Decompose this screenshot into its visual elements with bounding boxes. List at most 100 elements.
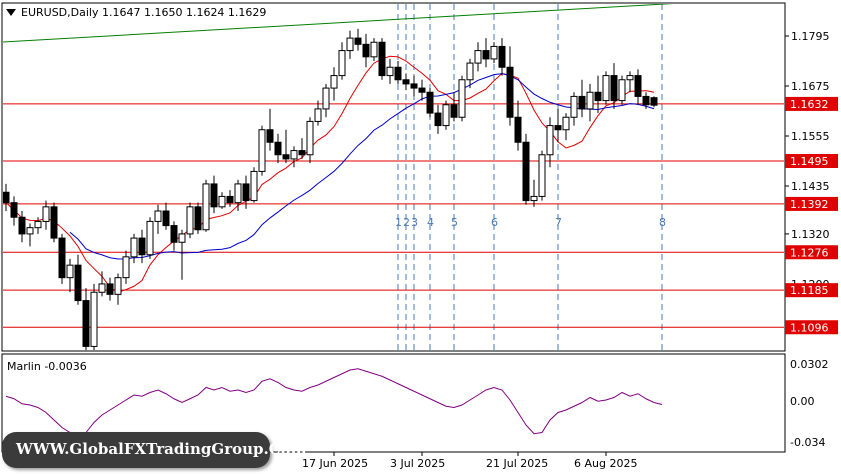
bear-candle <box>138 237 146 256</box>
bear-candle <box>282 154 290 160</box>
bear-candle <box>610 75 618 102</box>
bear-candle <box>514 116 522 143</box>
bull-candle <box>250 170 258 202</box>
bull-candle <box>346 37 354 52</box>
ma-slow-line <box>69 73 655 260</box>
price-axis-label: 1.1435 <box>791 180 830 193</box>
date-axis: 17 Jun 2025 3 Jul 2025 21 Jul 2025 6 Aug 20… <box>302 452 637 470</box>
bear-candle <box>274 141 282 156</box>
level-badge-text: 1.1392 <box>790 198 829 211</box>
level-badge <box>785 320 838 335</box>
vertical-marker-label: 5 <box>451 216 458 229</box>
oscillator-line <box>5 368 663 436</box>
bull-candle <box>186 206 194 235</box>
vertical-marker-label: 8 <box>659 216 666 229</box>
vertical-marker-label: 6 <box>491 216 498 229</box>
price-axis-label: 1.1320 <box>791 228 830 241</box>
bull-candle <box>618 79 626 102</box>
level-badge <box>785 245 838 260</box>
bull-candle <box>546 125 554 156</box>
osc-axis-mid: 0.00 <box>790 395 815 408</box>
bull-candle <box>306 120 314 156</box>
bear-candle <box>170 225 178 243</box>
bear-candle <box>594 91 602 102</box>
triangle-down-icon[interactable] <box>6 9 16 16</box>
level-badges: 1.1632 1.1495 1.1392 1.1276 1.1185 1.1096 <box>785 96 838 335</box>
main-plot-frame <box>1 2 786 352</box>
bear-candle <box>3 191 10 204</box>
bear-candle <box>482 50 490 60</box>
bull-candle <box>330 75 338 89</box>
level-badge <box>785 154 838 168</box>
bull-candle <box>338 50 346 77</box>
date-label: 6 Aug 2025 <box>574 457 637 470</box>
price-axis-label: 1.1555 <box>791 130 830 143</box>
bull-candle <box>202 183 210 231</box>
bull-candle <box>178 233 186 243</box>
bear-candle <box>554 125 562 131</box>
bull-candle <box>130 237 138 258</box>
bear-candle <box>242 183 250 202</box>
vertical-marker-label: 4 <box>427 216 434 229</box>
bear-candle <box>578 95 586 110</box>
bear-candle <box>498 45 506 68</box>
bear-candle <box>450 104 458 118</box>
bull-candle <box>490 45 498 60</box>
bear-candle <box>226 195 234 204</box>
date-label: 21 Jul 2025 <box>486 457 548 470</box>
bear-candle <box>18 216 26 235</box>
level-badge <box>785 96 838 111</box>
bear-candle <box>650 97 658 106</box>
bull-candle <box>90 291 98 347</box>
bear-candle <box>642 95 650 106</box>
bear-candle <box>58 237 66 279</box>
symbol-header: EURUSD,Daily 1.1647 1.1650 1.1624 1.1629 <box>21 6 266 19</box>
bull-candle <box>34 220 42 229</box>
bull-candle <box>290 150 298 160</box>
bear-candle <box>354 37 362 45</box>
bull-candle <box>322 87 330 110</box>
bear-candle <box>10 202 18 218</box>
price-axis-label: 1.1795 <box>791 30 830 43</box>
trend-line <box>3 4 674 43</box>
bull-candle <box>370 41 378 58</box>
bull-candle <box>234 183 242 204</box>
bear-candle <box>74 264 82 302</box>
bull-candle <box>146 220 154 256</box>
bull-candle <box>602 75 610 102</box>
watermark-text: WWW.GlobalFXTradingGroup.Com <box>16 440 307 458</box>
bull-candle <box>154 210 162 222</box>
vertical-marker-label: 1 <box>395 216 402 229</box>
price-axis-label: 1.1675 <box>791 80 830 93</box>
watermark-box <box>2 432 270 468</box>
date-label: 17 Jun 2025 <box>302 457 368 470</box>
bear-candle <box>162 210 170 227</box>
bull-candle <box>626 75 634 81</box>
bull-candle <box>530 195 538 202</box>
oscillator <box>5 368 663 436</box>
bear-candle <box>266 129 274 143</box>
bear-candle <box>82 300 90 347</box>
bear-candle <box>210 183 218 208</box>
bear-candle <box>634 75 642 97</box>
level-badge-text: 1.1495 <box>790 155 829 168</box>
bull-candle <box>42 206 50 222</box>
osc-axis-bottom: -0.034 <box>790 436 825 449</box>
bull-candle <box>474 50 482 64</box>
level-badge-text: 1.1276 <box>790 246 829 259</box>
bull-candle <box>538 154 546 197</box>
trend-lines <box>3 4 674 293</box>
bear-candle <box>426 91 434 114</box>
osc-axis-top: 0.0302 <box>790 358 829 371</box>
bear-candle <box>506 66 514 118</box>
bull-candle <box>562 116 570 131</box>
bear-candle <box>402 79 410 85</box>
bull-candle <box>386 66 394 77</box>
bull-candle <box>114 277 122 295</box>
bear-candle <box>434 112 442 127</box>
bull-candle <box>314 108 322 122</box>
vertical-marker-label: 3 <box>411 216 418 229</box>
level-badge-text: 1.1632 <box>790 98 829 111</box>
level-badge <box>785 283 838 298</box>
